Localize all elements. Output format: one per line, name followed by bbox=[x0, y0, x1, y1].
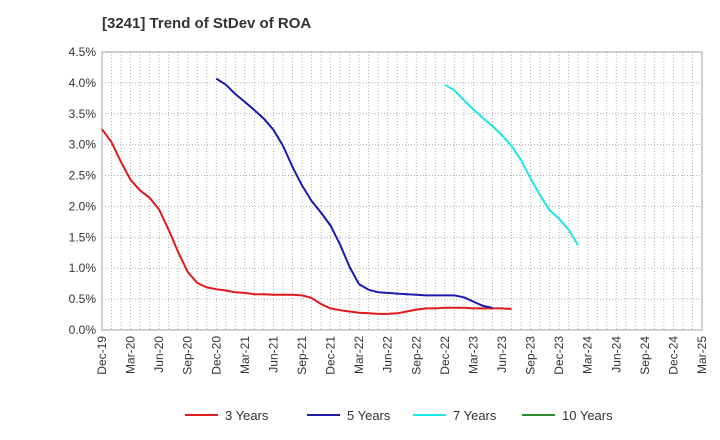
y-tick-label: 3.0% bbox=[69, 138, 97, 152]
y-tick-label: 2.5% bbox=[69, 169, 97, 183]
legend: 3 Years 5 Years 7 Years 10 Years bbox=[185, 408, 613, 423]
x-tick-label: Mar-20 bbox=[124, 336, 138, 374]
legend-label: 5 Years bbox=[347, 408, 391, 423]
y-tick-label: 2.0% bbox=[69, 199, 97, 213]
x-tick-label: Dec-21 bbox=[324, 336, 338, 375]
y-tick-label: 0.0% bbox=[69, 323, 97, 337]
series-line-7-years bbox=[444, 83, 580, 246]
x-tick-label: Dec-22 bbox=[438, 336, 452, 375]
y-tick-label: 4.0% bbox=[69, 76, 97, 90]
x-tick-label: Mar-22 bbox=[352, 336, 366, 374]
x-tick-label: Jun-23 bbox=[495, 336, 509, 373]
x-tick-label: Jun-24 bbox=[609, 336, 623, 373]
x-tick-label: Mar-25 bbox=[695, 336, 709, 374]
y-axis: 0.0% 0.5% 1.0% 1.5% 2.0% 2.5% 3.0% 3.5% 4.0% 4.5% bbox=[69, 45, 97, 337]
y-tick-label: 1.5% bbox=[69, 230, 97, 244]
x-tick-label: Dec-20 bbox=[209, 336, 223, 375]
y-tick-label: 1.0% bbox=[69, 261, 97, 275]
series-lines bbox=[101, 77, 580, 315]
x-tick-label: Sep-20 bbox=[181, 336, 195, 375]
x-tick-label: Dec-24 bbox=[666, 336, 680, 375]
x-tick-label: Dec-23 bbox=[552, 336, 566, 375]
x-tick-label: Sep-23 bbox=[524, 336, 538, 375]
x-tick-label: Mar-23 bbox=[466, 336, 480, 374]
y-tick-label: 3.5% bbox=[69, 107, 97, 121]
x-axis: Dec-19 Mar-20 Jun-20 Sep-20 Dec-20 Mar-21 Jun-… bbox=[95, 336, 709, 375]
x-tick-label: Jun-20 bbox=[152, 336, 166, 373]
x-tick-label: Jun-21 bbox=[266, 336, 280, 373]
x-tick-label: Sep-22 bbox=[409, 336, 423, 375]
y-tick-label: 4.5% bbox=[69, 45, 97, 59]
chart-title: [3241] Trend of StDev of ROA bbox=[102, 15, 311, 32]
series-line-3-years bbox=[101, 128, 512, 315]
x-tick-label: Sep-21 bbox=[295, 336, 309, 375]
y-tick-label: 0.5% bbox=[69, 292, 97, 306]
legend-label: 3 Years bbox=[225, 408, 269, 423]
legend-label: 10 Years bbox=[562, 408, 613, 423]
plot-area bbox=[101, 51, 703, 331]
legend-label: 7 Years bbox=[453, 408, 497, 423]
x-tick-label: Mar-21 bbox=[238, 336, 252, 374]
grid bbox=[101, 51, 703, 331]
x-tick-label: Jun-22 bbox=[381, 336, 395, 373]
x-tick-label: Dec-19 bbox=[95, 336, 109, 375]
series-line-5-years bbox=[215, 77, 493, 309]
x-tick-label: Mar-24 bbox=[581, 336, 595, 374]
x-tick-label: Sep-24 bbox=[638, 336, 652, 375]
